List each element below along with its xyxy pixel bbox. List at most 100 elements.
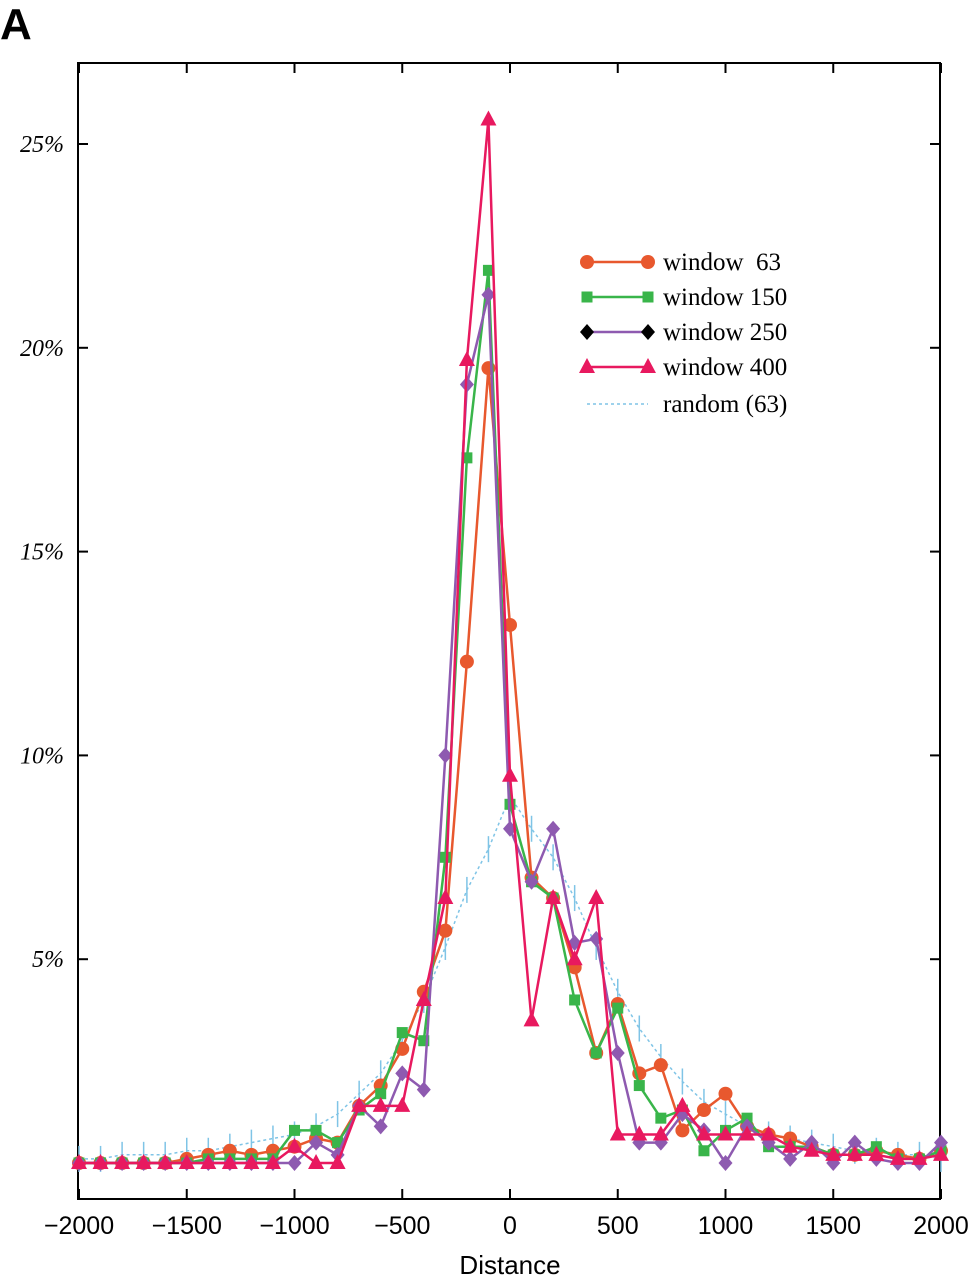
legend-item: window 150 (581, 284, 787, 311)
series-line (79, 118, 942, 1165)
data-point (373, 1118, 388, 1135)
legend-item: window 63 (580, 249, 781, 276)
data-point (416, 1081, 431, 1098)
data-point (438, 923, 453, 938)
legend-marker (581, 291, 593, 303)
data-point (351, 1096, 368, 1112)
data-point (395, 1065, 410, 1082)
data-point (590, 1047, 602, 1059)
data-point (221, 1154, 238, 1169)
data-point (92, 1154, 109, 1169)
data-point (439, 851, 451, 863)
legend-label: window 250 (663, 319, 787, 346)
x-tick-label: −1500 (152, 1212, 222, 1240)
x-tick-label: 1000 (698, 1212, 754, 1240)
data-point (782, 1137, 799, 1153)
data-point (458, 351, 475, 367)
data-point (523, 1011, 540, 1027)
legend-marker (580, 324, 594, 340)
data-point (718, 1086, 733, 1101)
data-point (610, 1044, 625, 1061)
data-point (332, 1137, 344, 1149)
data-point (157, 1154, 174, 1169)
data-point (566, 950, 583, 966)
series-line (79, 795, 942, 1160)
data-point (372, 1096, 389, 1112)
data-point (934, 1134, 948, 1151)
data-point (329, 1154, 346, 1169)
data-point (286, 1137, 303, 1153)
data-point (803, 1141, 820, 1157)
legend-label: window 400 (663, 354, 787, 381)
y-axis: 5% 10% 15% 20% 25% (20, 132, 940, 973)
data-point (717, 1125, 734, 1141)
series-2 (72, 286, 948, 1171)
data-point (674, 1096, 691, 1112)
panel-label: A (0, 0, 32, 49)
data-point (264, 1154, 281, 1169)
data-point (569, 994, 581, 1006)
series-layer (71, 110, 949, 1172)
series-3 (71, 110, 949, 1169)
legend-marker (642, 291, 654, 303)
data-point (481, 286, 496, 303)
data-point (524, 873, 539, 890)
data-point (695, 1125, 712, 1141)
data-point (309, 1134, 324, 1151)
x-tick-label: −500 (374, 1212, 430, 1240)
data-point (418, 1035, 430, 1047)
data-point (415, 990, 432, 1006)
data-point (480, 110, 497, 126)
data-point (459, 654, 474, 669)
legend-item: window 250 (580, 319, 787, 346)
data-point (911, 1149, 928, 1165)
data-point (612, 1002, 624, 1014)
data-point (243, 1154, 260, 1169)
data-point (868, 1145, 885, 1161)
x-tick-label: 1500 (805, 1212, 861, 1240)
data-point (308, 1154, 325, 1169)
legend-label: window 150 (663, 284, 787, 311)
data-point (847, 1134, 862, 1151)
data-point (503, 617, 517, 632)
data-point (178, 1154, 195, 1169)
data-point (588, 889, 605, 905)
data-point (287, 1155, 302, 1171)
data-point (394, 1096, 411, 1112)
legend: window 63 window 150 window 250 window 400 r… (579, 249, 787, 418)
data-point (741, 1112, 753, 1124)
data-point (652, 1125, 669, 1141)
y-tick-label: 5% (32, 947, 64, 973)
series-4 (78, 783, 942, 1172)
data-point (200, 1154, 217, 1169)
legend-marker (579, 358, 595, 373)
series-line (79, 293, 942, 1165)
series-line (79, 269, 942, 1165)
data-point (846, 1145, 863, 1161)
data-point (502, 766, 518, 782)
data-point (71, 1154, 87, 1169)
y-tick-label: 20% (20, 336, 64, 362)
legend-label: random (63) (663, 391, 787, 418)
data-point (739, 1125, 756, 1141)
data-point (482, 264, 494, 276)
data-point (696, 1103, 711, 1118)
data-point (783, 1150, 798, 1167)
legend-item: window 400 (579, 354, 787, 381)
data-point (889, 1149, 906, 1165)
legend-item: random (63) (587, 391, 787, 418)
data-point (698, 1145, 710, 1157)
data-point (609, 1125, 626, 1141)
y-tick-label: 25% (20, 132, 64, 158)
x-tick-label: −1000 (259, 1212, 329, 1240)
series-1 (73, 264, 947, 1169)
x-tick-label: 0 (503, 1212, 517, 1240)
legend-marker (580, 255, 594, 269)
x-tick-label: 2000 (913, 1212, 969, 1240)
data-point (633, 1080, 645, 1092)
data-point (289, 1124, 300, 1136)
data-point (760, 1125, 777, 1141)
data-point (437, 889, 454, 905)
